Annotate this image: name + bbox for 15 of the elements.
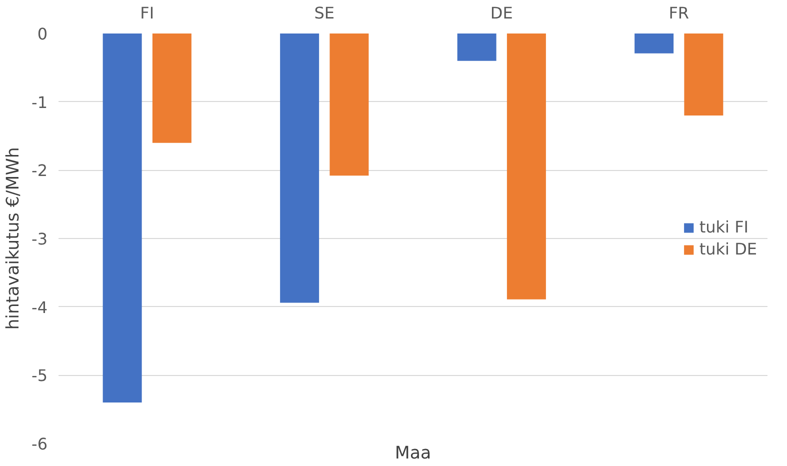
y-tick-label: -3	[32, 230, 48, 248]
legend-label: tuki FI	[699, 218, 748, 236]
y-tick-label: 0	[37, 24, 48, 44]
x-tick-label: FR	[668, 4, 690, 22]
y-tick-label: -5	[32, 366, 48, 386]
x-tick-label: FI	[140, 4, 154, 22]
x-axis-title: Maa	[394, 444, 432, 464]
x-tick-label: SE	[314, 4, 335, 22]
y-tick-label: -1	[32, 92, 48, 112]
y-tick-label: -2	[32, 161, 48, 180]
x-tick-label: DE	[490, 4, 513, 22]
y-tick-label: -4	[32, 298, 48, 317]
y-tick-label: -6	[32, 434, 48, 454]
legend-label: tuki DE	[699, 240, 757, 258]
y-axis-title: hintavaikutus €/MWh	[4, 147, 24, 330]
